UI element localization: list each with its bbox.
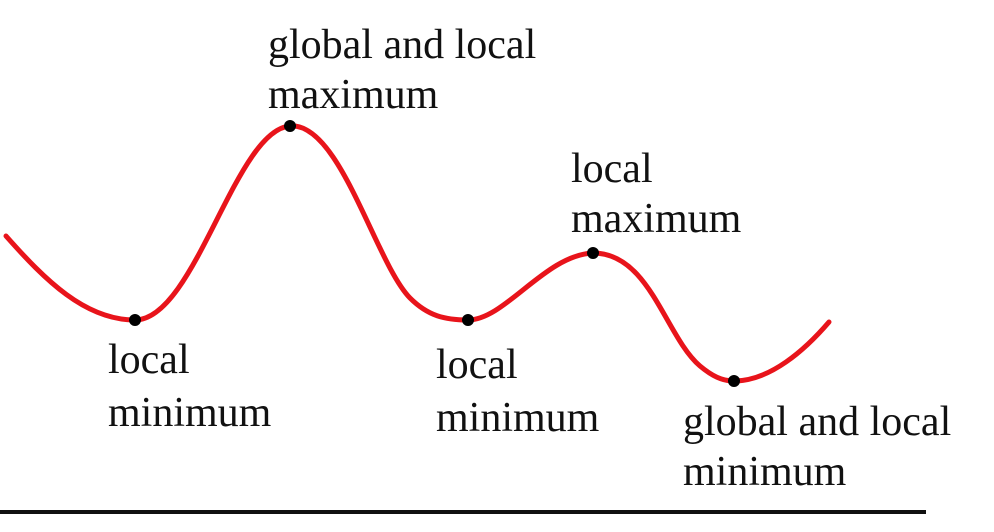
global-maximum-label-line-2: maximum <box>268 72 439 118</box>
local-minimum-label-2: local minimum <box>436 342 600 441</box>
global-minimum-label-line-1: global and local <box>683 399 951 445</box>
local-maximum-label-line-2: maximum <box>571 196 742 242</box>
global-maximum-point <box>284 120 296 132</box>
local-minimum-1-label-line-1: local <box>108 337 190 383</box>
local-maximum-point <box>587 247 599 259</box>
local-minimum-2-label-line-2: minimum <box>436 395 600 441</box>
local-minimum-2-label-line-1: local <box>436 342 518 388</box>
local-minimum-label-1: local minimum <box>108 337 272 436</box>
local-maximum-label-line-1: local <box>571 146 653 192</box>
local-maximum-label: local maximum <box>571 146 742 242</box>
global-minimum-point <box>728 375 740 387</box>
global-minimum-label: global and local minimum <box>683 399 951 495</box>
local-minimum-point-1 <box>129 314 141 326</box>
global-maximum-label: global and local maximum <box>268 22 536 118</box>
local-minimum-point-2 <box>462 314 474 326</box>
local-minimum-1-label-line-2: minimum <box>108 390 272 436</box>
global-maximum-label-line-1: global and local <box>268 22 536 68</box>
function-curve <box>3 123 832 384</box>
global-minimum-label-line-2: minimum <box>683 449 847 495</box>
